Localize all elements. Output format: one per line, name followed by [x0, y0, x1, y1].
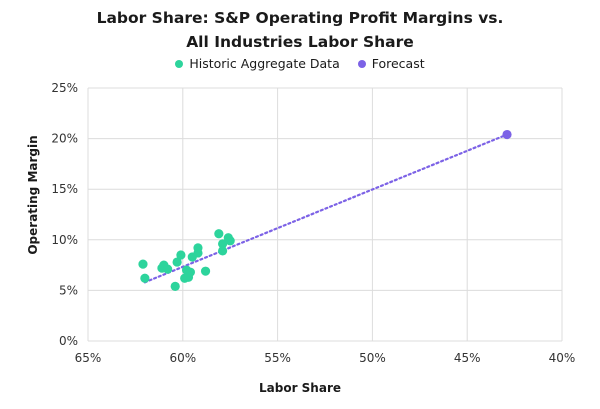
y-tick-label: 20% [51, 132, 78, 146]
historic-data-point [214, 229, 224, 239]
x-tick-label: 55% [264, 351, 291, 365]
historic-data-point [170, 281, 180, 291]
legend-swatch-forecast [357, 59, 366, 68]
y-tick-label: 25% [51, 81, 78, 95]
x-tick-label: 50% [359, 351, 386, 365]
legend-swatch-historic [175, 59, 184, 68]
y-axis-title: Operating Margin [26, 135, 40, 255]
historic-data-point [218, 246, 228, 256]
chart-title-line2: All Industries Labor Share [186, 33, 414, 51]
legend-item-historic: Historic Aggregate Data [175, 56, 340, 71]
historic-data-point [176, 250, 186, 260]
historic-data-point [140, 273, 150, 283]
historic-data-point [138, 259, 148, 269]
x-tick-label: 65% [75, 351, 102, 365]
x-tick-label: 60% [169, 351, 196, 365]
chart-title-line1: Labor Share: S&P Operating Profit Margin… [96, 9, 504, 27]
y-tick-label: 0% [59, 334, 78, 348]
historic-data-point [193, 243, 203, 253]
y-tick-label: 15% [51, 182, 78, 196]
legend: Historic Aggregate Data Forecast [0, 56, 600, 71]
forecast-trendline [143, 133, 509, 284]
forecast-data-point [502, 129, 512, 140]
x-tick-label: 40% [549, 351, 576, 365]
x-tick-label: 45% [454, 351, 481, 365]
historic-data-point [200, 266, 211, 276]
historic-data-point [185, 267, 195, 277]
x-axis-title: Labor Share [258, 381, 341, 395]
legend-label-historic: Historic Aggregate Data [189, 56, 340, 71]
historic-data-point [218, 239, 228, 249]
legend-item-forecast: Forecast [357, 56, 425, 71]
historic-data-point [163, 264, 173, 274]
historic-data-point [225, 236, 235, 246]
y-tick-label: 5% [59, 283, 78, 297]
y-tick-label: 10% [51, 233, 78, 247]
legend-label-forecast: Forecast [371, 56, 425, 71]
historic-data-point [172, 257, 182, 267]
